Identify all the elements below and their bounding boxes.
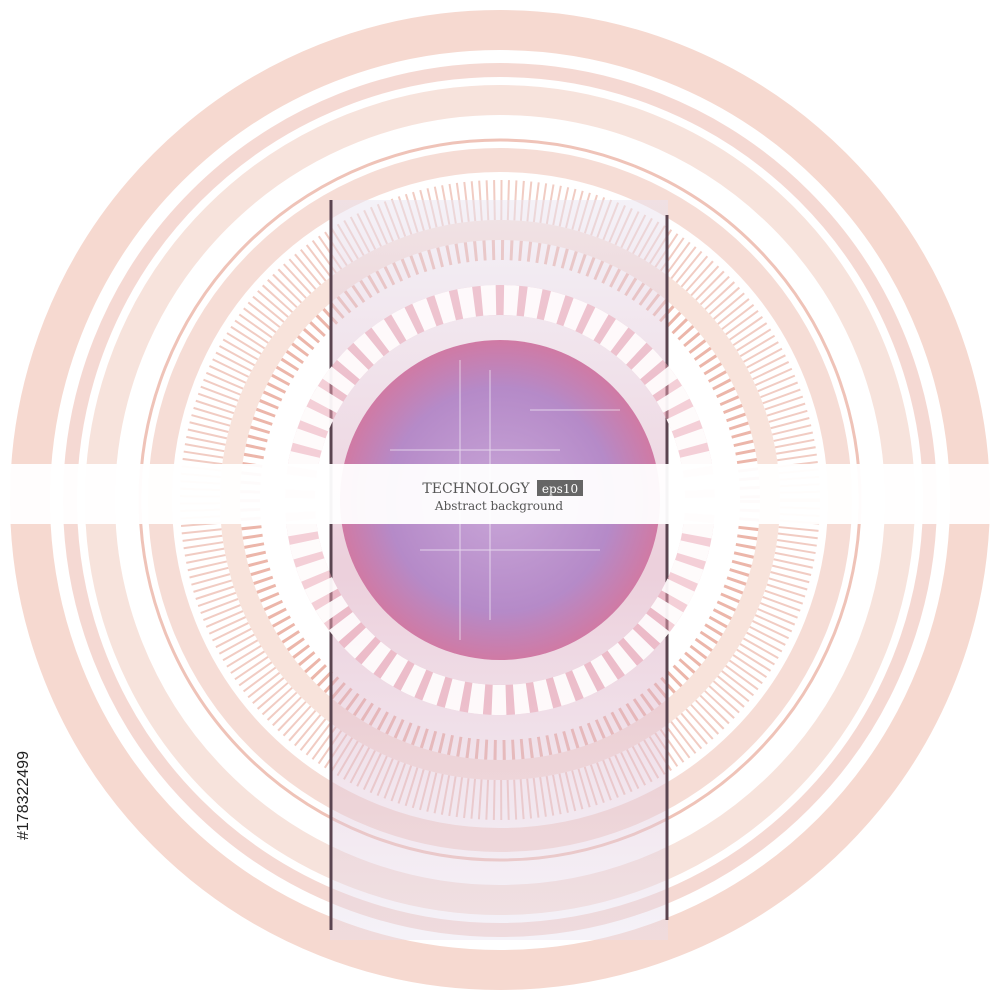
banner-subtitle: Abstract background [434, 499, 564, 513]
badge-bg [537, 480, 583, 496]
badge: eps10 [542, 482, 578, 496]
stock-id: #178322499 [15, 751, 32, 840]
banner-title: TECHNOLOGY [422, 481, 530, 497]
banner [0, 464, 1000, 524]
